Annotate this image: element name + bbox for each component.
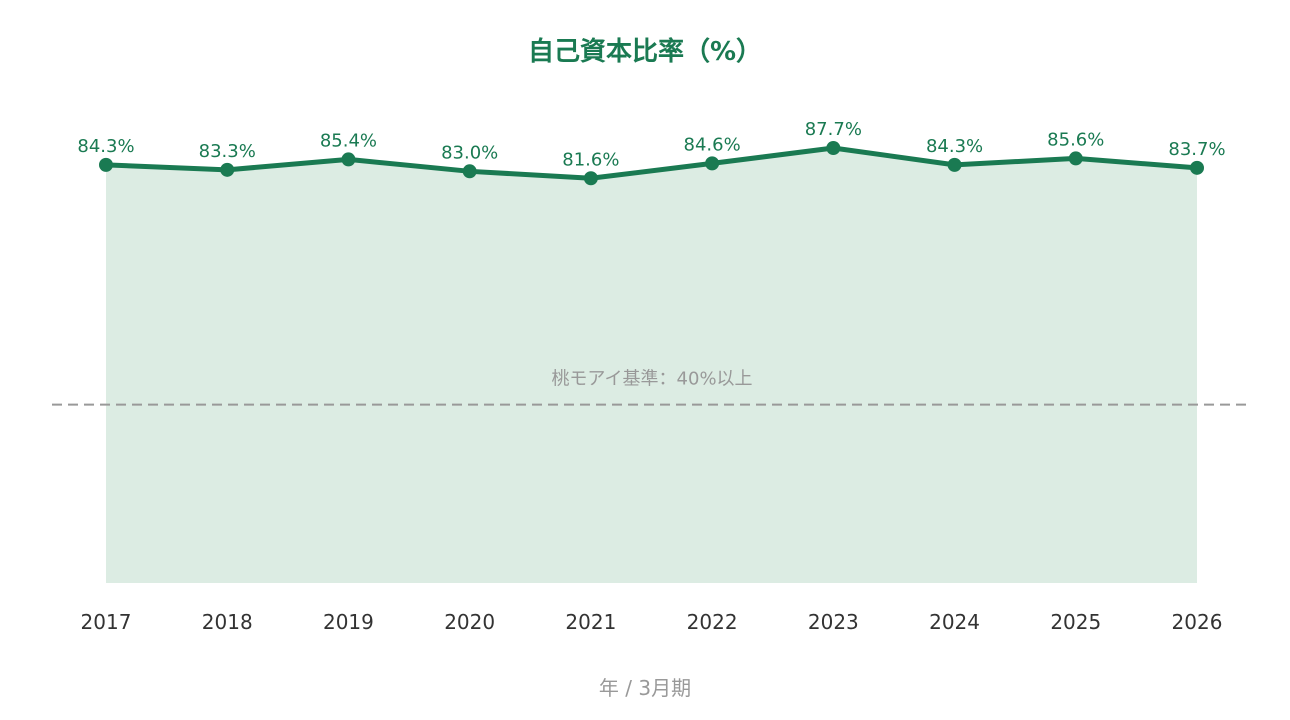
data-point bbox=[826, 141, 841, 155]
x-tick-label: 2021 bbox=[565, 610, 616, 634]
data-point bbox=[1190, 160, 1204, 175]
series-line bbox=[103, 145, 1200, 181]
line-layer bbox=[103, 145, 1200, 181]
labels-layer: 84.3% 83.3% 85.4% 83.0% 81.6% 84.6% 87.7% 84.3%… bbox=[77, 119, 1225, 170]
x-tick-label: 2017 bbox=[81, 610, 132, 634]
reference-label: 桃モアイ基準：40%以上 bbox=[551, 369, 752, 390]
x-tick-label: 2020 bbox=[444, 610, 495, 634]
x-tick-label: 2022 bbox=[687, 610, 738, 634]
data-point bbox=[462, 164, 477, 179]
x-axis-label: 年 / 3月期 bbox=[599, 676, 691, 700]
chart-title: 自己資本比率（%） bbox=[528, 36, 762, 67]
data-label: 87.7% bbox=[805, 119, 862, 140]
data-point bbox=[1068, 151, 1083, 166]
data-point bbox=[947, 157, 962, 172]
x-tick-label: 2026 bbox=[1172, 610, 1223, 634]
area-fill bbox=[106, 148, 1197, 583]
data-label: 84.3% bbox=[77, 136, 134, 157]
data-point bbox=[99, 157, 113, 172]
data-label: 83.3% bbox=[199, 141, 256, 162]
data-point bbox=[705, 156, 720, 171]
reference-layer: 桃モアイ基準：40%以上 bbox=[52, 369, 1252, 406]
data-label: 84.6% bbox=[684, 134, 741, 155]
x-tick-label: 2018 bbox=[202, 610, 253, 634]
area-layer bbox=[106, 148, 1197, 583]
data-label: 84.3% bbox=[926, 136, 983, 157]
data-point bbox=[341, 152, 356, 167]
points-layer bbox=[99, 141, 1204, 186]
data-point bbox=[220, 162, 235, 177]
x-tick-label: 2023 bbox=[808, 610, 859, 634]
x-ticks-layer: 2017 2018 2019 2020 2021 2022 2023 2024 2025 2026 bbox=[81, 610, 1223, 634]
data-label: 83.7% bbox=[1168, 139, 1225, 160]
data-label: 81.6% bbox=[562, 149, 619, 170]
data-label: 83.0% bbox=[441, 142, 498, 163]
data-point bbox=[583, 171, 598, 186]
data-label: 85.4% bbox=[320, 130, 377, 151]
x-tick-label: 2024 bbox=[929, 610, 980, 634]
data-label: 85.6% bbox=[1047, 129, 1104, 150]
x-tick-label: 2019 bbox=[323, 610, 374, 634]
x-tick-label: 2025 bbox=[1050, 610, 1101, 634]
